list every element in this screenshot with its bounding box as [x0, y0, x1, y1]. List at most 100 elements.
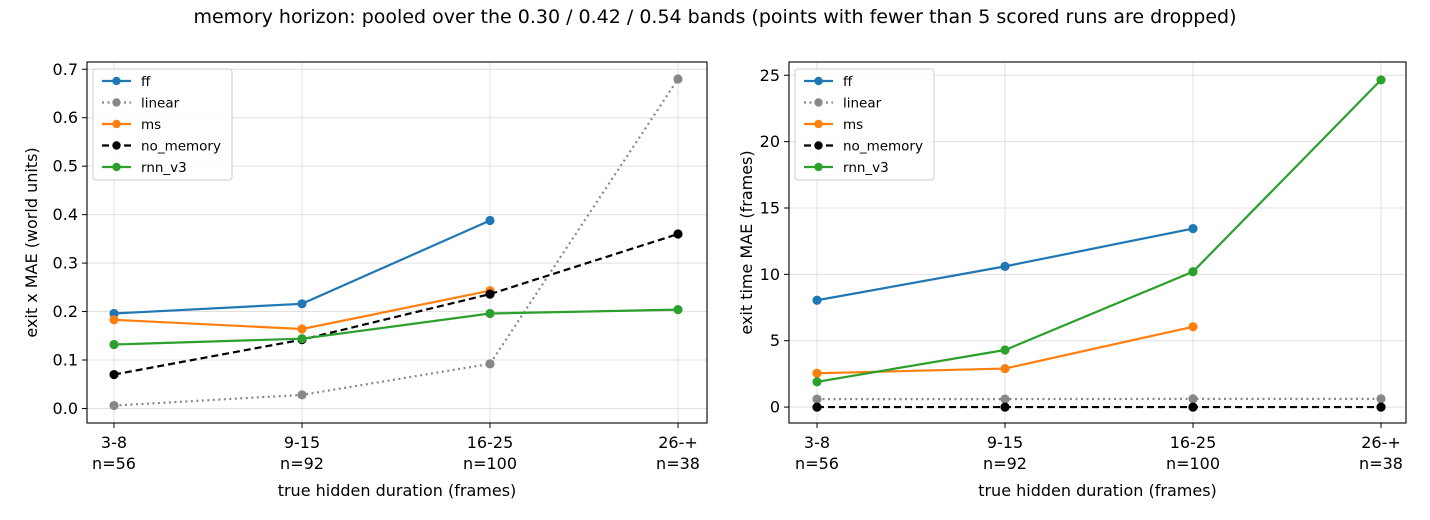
data-point — [109, 369, 119, 380]
data-point — [109, 400, 119, 411]
y-tick-label: 0.3 — [53, 254, 78, 273]
y-tick-label: 0.1 — [53, 351, 78, 370]
data-point — [1376, 394, 1386, 404]
data-point — [1000, 261, 1010, 271]
legend-marker — [112, 141, 121, 150]
legend-item-rnn_v3: rnn_v3 — [804, 160, 889, 176]
x-tick-label: 16-25 — [467, 433, 514, 452]
data-point — [485, 359, 495, 369]
axes-frame — [86, 61, 708, 424]
legend-marker — [814, 98, 823, 107]
legend-label: rnn_v3 — [843, 160, 889, 176]
legend-item-rnn_v3: rnn_v3 — [102, 160, 187, 176]
y-axis-label: exit time MAE (frames) — [737, 150, 756, 334]
legend-label: ff — [843, 74, 853, 90]
x-tick-label: 9-15 — [987, 433, 1023, 452]
x-tick-label: n=56 — [92, 454, 136, 473]
x-tick-label: 26-+ — [658, 433, 698, 452]
series-ff — [109, 215, 495, 319]
legend: ff linear ms no_memory rnn_v3 — [794, 68, 935, 181]
y-axis-label: exit x MAE (world units) — [22, 147, 41, 337]
data-point — [1000, 402, 1010, 412]
data-point — [1188, 402, 1198, 412]
x-tick-label: 16-25 — [1170, 433, 1217, 452]
data-point — [1376, 402, 1386, 412]
series-linear — [812, 394, 1386, 404]
data-point — [812, 402, 822, 412]
series-no_memory — [109, 229, 683, 380]
chart-exit-x-mae: 0.0 0.1 0.2 0.3 0.4 0.5 0.6 0.7 3-8 n=56 9-15 n=92 1… — [22, 60, 708, 500]
axes-frame — [788, 61, 1407, 424]
legend-marker — [814, 119, 823, 129]
legend-item-no_memory: no_memory — [804, 139, 923, 155]
series-line-rnn_v3 — [113, 308, 679, 346]
data-point — [297, 299, 307, 309]
series-line-rnn_v3 — [816, 79, 1382, 383]
x-axis-label: true hidden duration (frames) — [978, 481, 1217, 500]
data-point — [297, 324, 307, 334]
series-ff — [812, 223, 1198, 305]
data-point — [673, 229, 683, 239]
legend-item-ms: ms — [102, 117, 161, 133]
series-line-no_memory — [113, 232, 679, 376]
x-tick-label: 9-15 — [284, 433, 320, 452]
series-linear — [109, 74, 683, 411]
legend-item-ff: ff — [804, 74, 853, 90]
data-point — [812, 295, 822, 305]
legend-label: linear — [843, 96, 882, 112]
series-rnn_v3 — [109, 305, 683, 350]
figure-title: memory horizon: pooled over the 0.30 / 0… — [193, 6, 1237, 28]
data-point — [673, 74, 683, 84]
y-tick-label: 20 — [760, 132, 780, 151]
legend-label: no_memory — [843, 139, 923, 155]
data-point — [1188, 223, 1198, 234]
x-tick-label: 26-+ — [1361, 433, 1401, 452]
data-point — [1376, 75, 1386, 85]
legend-item-linear: linear — [804, 96, 882, 112]
legend-label: rnn_v3 — [141, 160, 187, 176]
y-tick-label: 0.6 — [53, 108, 78, 127]
data-point — [812, 377, 822, 387]
legend-marker — [814, 162, 823, 172]
y-tick-label: 10 — [760, 265, 780, 284]
data-point — [812, 394, 822, 404]
legend-marker — [814, 141, 823, 150]
data-point — [297, 390, 307, 400]
x-tick-label: n=38 — [656, 454, 700, 473]
x-tick-label: n=100 — [463, 454, 517, 473]
data-point — [1188, 267, 1198, 277]
legend-item-ms: ms — [804, 117, 863, 133]
data-point — [812, 368, 822, 378]
legend-marker — [112, 162, 121, 172]
data-point — [109, 308, 119, 319]
legend-marker — [814, 76, 823, 86]
legend-marker — [112, 119, 121, 129]
legend-label: ms — [141, 117, 161, 133]
legend-label: ms — [843, 117, 863, 133]
data-point — [485, 289, 495, 299]
y-tick-label: 0.2 — [53, 302, 78, 321]
chart-exit-time-mae: 0 5 10 15 20 25 3-8 n=56 9-15 n=92 16-25 n=100 26-+ n… — [737, 61, 1407, 500]
y-tick-label: 15 — [760, 198, 780, 217]
series-rnn_v3 — [812, 75, 1386, 387]
legend-box — [794, 68, 935, 181]
x-axis-label: true hidden duration (frames) — [278, 481, 517, 500]
legend-item-ff: ff — [102, 74, 151, 90]
data-point — [1188, 394, 1198, 404]
legend-marker — [112, 76, 121, 86]
y-tick-label: 0.4 — [53, 205, 78, 224]
data-point — [1188, 322, 1198, 332]
x-tick-label: n=100 — [1166, 454, 1220, 473]
legend-label: linear — [141, 96, 180, 112]
series-no_memory — [812, 402, 1386, 412]
y-tick-label: 0 — [770, 398, 780, 417]
x-tick-label: n=92 — [280, 454, 324, 473]
legend-box — [92, 68, 233, 181]
series-line-linear — [113, 78, 679, 407]
data-point — [673, 305, 683, 315]
data-point — [1000, 394, 1010, 404]
x-tick-label: n=56 — [795, 454, 839, 473]
y-tick-label: 5 — [770, 331, 780, 350]
y-tick-label: 25 — [760, 66, 780, 85]
data-point — [109, 339, 119, 350]
